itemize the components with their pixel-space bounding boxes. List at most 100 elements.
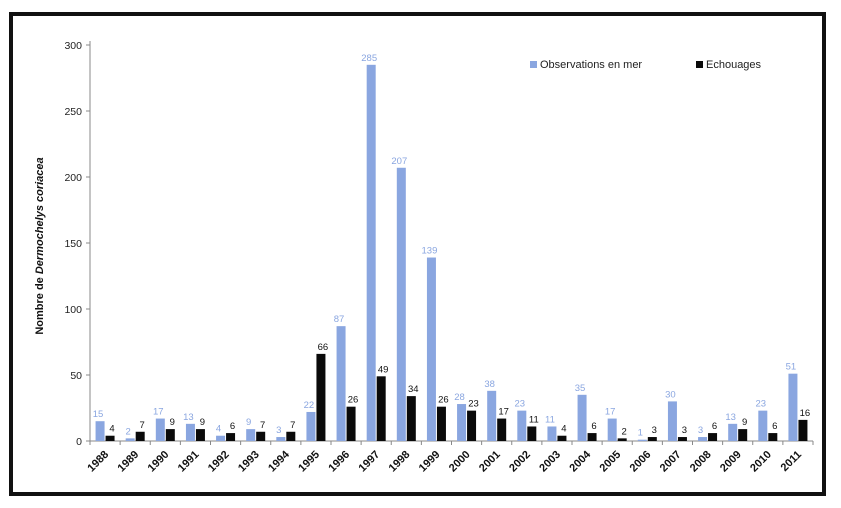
- x-tick-label: 2011: [779, 449, 804, 474]
- x-tick-label: 1989: [116, 449, 142, 475]
- data-label-observations-en-mer: 17: [153, 407, 164, 418]
- axes: [86, 41, 814, 445]
- data-label-observations-en-mer: 285: [361, 53, 377, 64]
- data-label-echouages: 17: [498, 407, 509, 418]
- bar-observations-en-mer: [547, 426, 557, 441]
- data-label-echouages: 16: [800, 408, 811, 419]
- data-label-observations-en-mer: 17: [605, 407, 616, 418]
- data-label-echouages: 7: [260, 420, 265, 431]
- x-tick-label: 2008: [688, 449, 714, 475]
- bar-observations-en-mer: [306, 411, 316, 441]
- data-label-echouages: 6: [772, 421, 777, 432]
- bar-observations-en-mer: [155, 418, 165, 441]
- bar-echouages: [316, 353, 326, 441]
- data-label-observations-en-mer: 4: [216, 424, 221, 435]
- data-label-echouages: 6: [591, 421, 596, 432]
- data-label-observations-en-mer: 15: [93, 409, 104, 420]
- x-tick-label: 2010: [748, 449, 774, 475]
- x-tick-label: 1990: [146, 449, 172, 475]
- data-label-observations-en-mer: 23: [756, 399, 767, 410]
- data-label-observations-en-mer: 11: [545, 414, 555, 425]
- bar-observations-en-mer: [457, 404, 467, 441]
- data-label-observations-en-mer: 87: [334, 314, 345, 325]
- y-tick-label: 0: [76, 436, 82, 448]
- x-tick-label: 1997: [357, 449, 383, 475]
- data-label-observations-en-mer: 3: [276, 425, 281, 436]
- bar-echouages: [647, 437, 657, 441]
- bar-echouages: [226, 433, 236, 441]
- data-label-observations-en-mer: 38: [484, 379, 495, 390]
- data-label-echouages: 9: [742, 417, 747, 428]
- data-label-echouages: 3: [682, 425, 687, 436]
- bar-echouages: [135, 431, 145, 441]
- x-tick-label: 1992: [206, 449, 232, 475]
- data-label-observations-en-mer: 9: [246, 417, 251, 428]
- data-label-observations-en-mer: 13: [725, 412, 736, 423]
- data-label-observations-en-mer: 22: [304, 400, 315, 411]
- data-label-observations-en-mer: 51: [786, 362, 797, 373]
- bar-observations-en-mer: [396, 167, 406, 441]
- bar-echouages: [738, 429, 748, 441]
- legend-label: Echouages: [706, 59, 762, 71]
- y-axis-label-species: Dermochelys coriacea: [34, 157, 46, 274]
- bar-echouages: [527, 426, 537, 441]
- data-label-echouages: 3: [652, 425, 657, 436]
- bar-observations-en-mer: [336, 326, 346, 441]
- data-label-observations-en-mer: 28: [454, 392, 465, 403]
- bar-echouages: [587, 433, 597, 441]
- x-tick-label: 2002: [507, 449, 533, 475]
- bar-observations-en-mer: [487, 390, 497, 441]
- bar-echouages: [467, 410, 477, 441]
- x-tick-label: 2001: [477, 449, 503, 475]
- data-label-echouages: 7: [290, 420, 295, 431]
- bar-observations-en-mer: [637, 439, 647, 441]
- bar-observations-en-mer: [788, 373, 798, 441]
- bar-echouages: [256, 431, 266, 441]
- bar-observations-en-mer: [698, 437, 708, 441]
- data-label-echouages: 4: [561, 424, 566, 435]
- data-label-observations-en-mer: 13: [183, 412, 194, 423]
- y-tick-label: 50: [70, 370, 82, 382]
- data-label-echouages: 11: [529, 414, 539, 425]
- y-axis-label: Nombre de Dermochelys coriacea: [34, 157, 46, 334]
- bar-echouages: [105, 435, 115, 441]
- x-tick-label: 2003: [537, 449, 563, 475]
- bar-observations-en-mer: [517, 410, 527, 441]
- bar-observations-en-mer: [216, 435, 226, 441]
- bar-echouages: [497, 418, 507, 441]
- x-tick-label: 2006: [628, 449, 654, 475]
- bar-observations-en-mer: [366, 64, 376, 442]
- data-label-echouages: 6: [712, 421, 717, 432]
- y-tick-label: 150: [64, 238, 82, 250]
- y-tick-label: 300: [64, 40, 82, 52]
- data-label-observations-en-mer: 1: [638, 428, 643, 439]
- data-label-observations-en-mer: 139: [422, 246, 438, 257]
- bar-observations-en-mer: [426, 257, 436, 441]
- bar-echouages: [195, 429, 205, 441]
- x-tick-label: 2000: [447, 449, 473, 475]
- bar-echouages: [406, 396, 416, 441]
- bar-echouages: [346, 406, 356, 441]
- x-tick-label: 1998: [387, 449, 413, 475]
- bar-observations-en-mer: [758, 410, 768, 441]
- bar-observations-en-mer: [125, 438, 135, 441]
- data-label-observations-en-mer: 2: [126, 426, 131, 437]
- data-label-echouages: 49: [378, 364, 389, 375]
- data-label-echouages: 26: [348, 395, 359, 406]
- y-tick-label: 100: [64, 304, 82, 316]
- bar-echouages: [768, 433, 778, 441]
- data-label-echouages: 9: [200, 417, 205, 428]
- data-label-observations-en-mer: 30: [665, 389, 676, 400]
- bar-observations-en-mer: [577, 394, 587, 441]
- bar-echouages: [436, 406, 446, 441]
- data-label-echouages: 9: [170, 417, 175, 428]
- data-label-echouages: 2: [622, 426, 627, 437]
- x-tick-label: 2005: [598, 449, 624, 475]
- x-tick-label: 1991: [176, 449, 202, 475]
- data-label-echouages: 66: [318, 342, 329, 353]
- x-tick-label: 1996: [326, 449, 352, 475]
- x-tick-label: 2009: [718, 449, 744, 475]
- y-axis-label-plain: Nombre de: [34, 274, 46, 335]
